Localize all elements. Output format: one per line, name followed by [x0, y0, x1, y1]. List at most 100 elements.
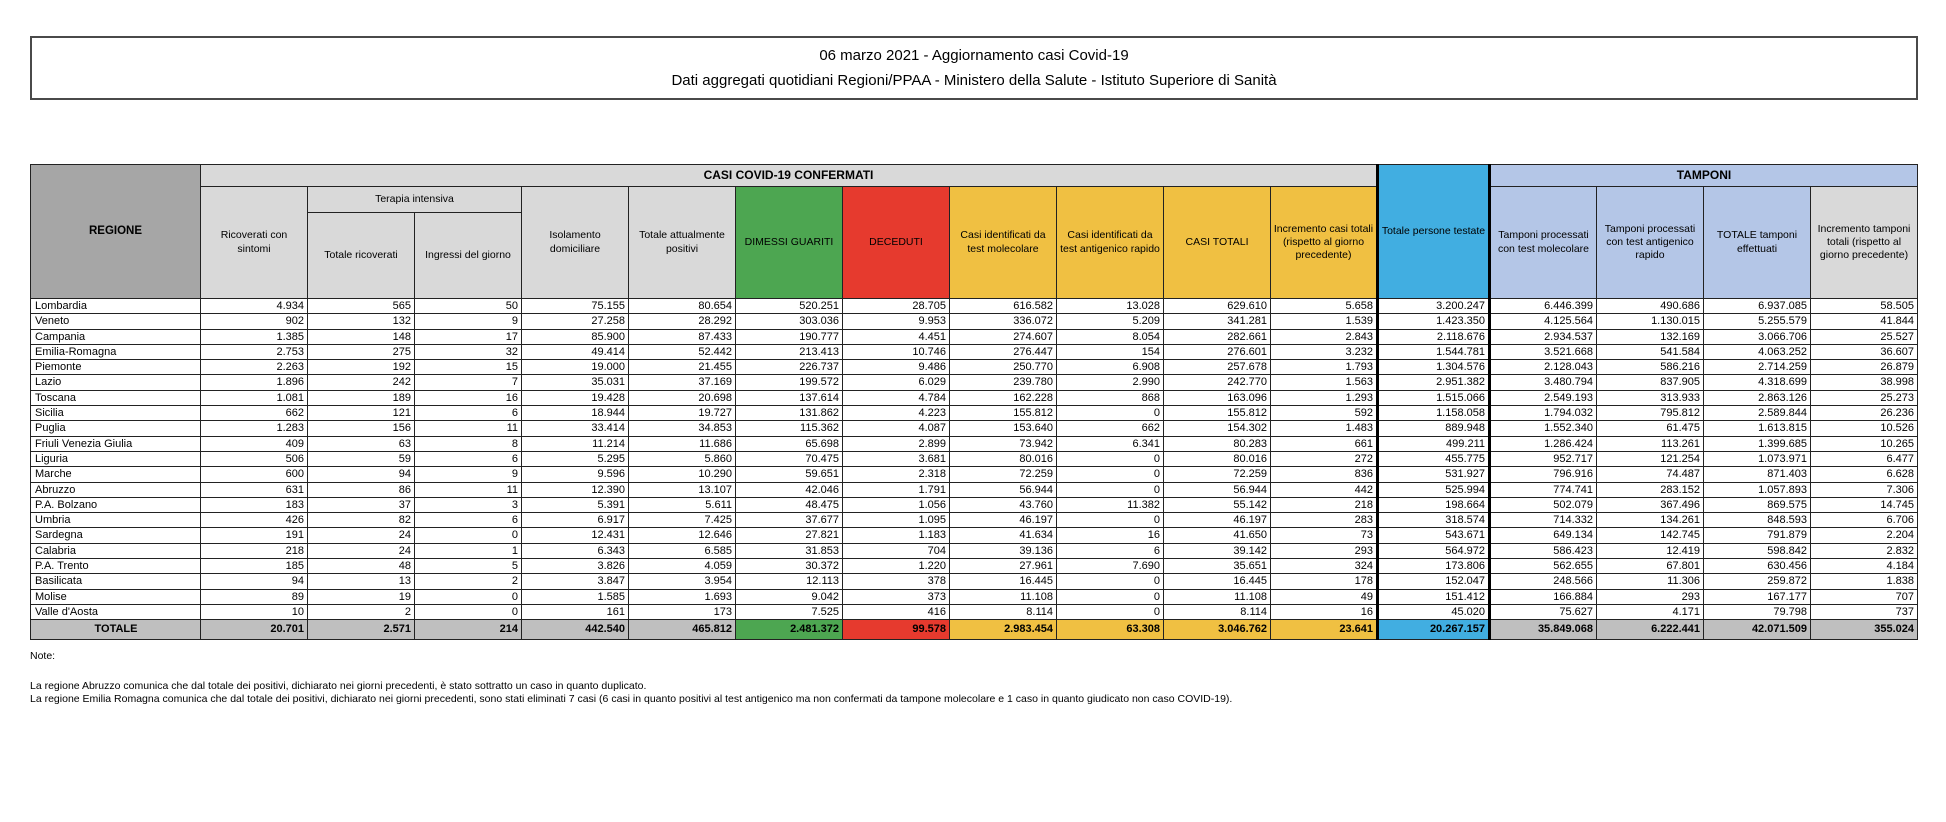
value-cell: 282.661 — [1163, 328, 1271, 345]
value-cell: 868 — [1056, 389, 1164, 407]
value-cell: 499.211 — [1376, 435, 1491, 452]
value-cell: 18.944 — [521, 405, 629, 422]
region-name-cell: Emilia-Romagna — [30, 343, 201, 361]
value-cell: 355.024 — [1810, 619, 1918, 641]
value-cell: 5.209 — [1056, 313, 1164, 330]
value-cell: 0 — [1056, 405, 1164, 422]
value-cell: 543.671 — [1376, 527, 1491, 544]
column-header-totale-ricoverati: Totale ricoverati — [307, 212, 415, 299]
value-cell: 35.849.068 — [1489, 619, 1597, 641]
value-cell: 13.107 — [628, 481, 736, 498]
value-cell: 1.130.015 — [1596, 313, 1704, 330]
region-name-cell: Veneto — [30, 313, 201, 330]
value-cell: 1.544.781 — [1376, 343, 1491, 361]
value-cell: 630.456 — [1703, 558, 1811, 575]
page-subtitle: Dati aggregati quotidiani Regioni/PPAA -… — [671, 72, 1277, 90]
value-cell: 19 — [307, 588, 415, 605]
value-cell: 12.431 — [521, 527, 629, 544]
value-cell: 662 — [200, 405, 308, 422]
value-cell: 714.332 — [1489, 512, 1597, 529]
value-cell: 836 — [1270, 466, 1378, 483]
value-cell: 49.414 — [521, 343, 629, 361]
value-cell: 9.953 — [842, 313, 950, 330]
table-row: Puglia 1.283 156 11 33.414 34.853 115.362 4.087… — [30, 420, 1918, 437]
value-cell: 9 — [414, 466, 522, 483]
value-cell: 6 — [414, 512, 522, 529]
value-cell: 564.972 — [1376, 542, 1491, 560]
value-cell: 132 — [307, 313, 415, 330]
value-cell: 276.447 — [949, 343, 1057, 361]
value-cell: 37.677 — [735, 512, 843, 529]
region-name-cell: Lazio — [30, 374, 201, 391]
value-cell: 79.798 — [1703, 603, 1811, 621]
value-cell: 49 — [1270, 588, 1378, 605]
value-cell: 63.308 — [1056, 619, 1164, 641]
value-cell: 272 — [1270, 450, 1378, 468]
value-cell: 1.283 — [200, 420, 308, 437]
value-cell: 248.566 — [1489, 573, 1597, 590]
value-cell: 455.775 — [1376, 450, 1491, 468]
value-cell: 24 — [307, 542, 415, 560]
value-cell: 952.717 — [1489, 450, 1597, 468]
value-cell: 0 — [1056, 450, 1164, 468]
value-cell: 1.095 — [842, 512, 950, 529]
value-cell: 1.896 — [200, 374, 308, 391]
value-cell: 11.108 — [1163, 588, 1271, 605]
value-cell: 1.220 — [842, 558, 950, 575]
table-row: Veneto 902 132 9 27.258 28.292 303.036 9.953 336… — [30, 313, 1918, 330]
value-cell: 3.847 — [521, 573, 629, 590]
table-row: Campania 1.385 148 17 85.900 87.433 190.777 4.4… — [30, 328, 1918, 345]
value-cell: 73 — [1270, 527, 1378, 544]
value-cell: 283 — [1270, 512, 1378, 529]
region-name-cell: TOTALE — [30, 619, 201, 641]
region-name-cell: Calabria — [30, 542, 201, 560]
group-header-terapia-intensiva: Terapia intensiva — [307, 186, 522, 213]
value-cell: 32 — [414, 343, 522, 361]
value-cell: 80.654 — [628, 297, 736, 315]
value-cell: 6.446.399 — [1489, 297, 1597, 315]
value-cell: 416 — [842, 603, 950, 621]
value-cell: 7.690 — [1056, 558, 1164, 575]
value-cell: 2 — [307, 603, 415, 621]
value-cell: 11 — [414, 420, 522, 437]
value-cell: 1.838 — [1810, 573, 1918, 590]
value-cell: 12.419 — [1596, 542, 1704, 560]
value-cell: 0 — [1056, 588, 1164, 605]
value-cell: 795.812 — [1596, 405, 1704, 422]
region-name-cell: Lombardia — [30, 297, 201, 315]
value-cell: 586.216 — [1596, 359, 1704, 376]
group-header-tamponi: TAMPONI — [1489, 164, 1918, 187]
column-header-casi-antigenico: Casi identificati da test antigenico rap… — [1056, 186, 1164, 299]
value-cell: 28.292 — [628, 313, 736, 330]
value-cell: 2.983.454 — [949, 619, 1057, 641]
value-cell: 42.046 — [735, 481, 843, 498]
value-cell: 154.302 — [1163, 420, 1271, 437]
value-cell: 318.574 — [1376, 512, 1491, 529]
value-cell: 313.933 — [1596, 389, 1704, 407]
value-cell: 378 — [842, 573, 950, 590]
column-header-ricoverati-sintomi: Ricoverati con sintomi — [200, 186, 308, 299]
value-cell: 0 — [1056, 573, 1164, 590]
value-cell: 6 — [414, 450, 522, 468]
region-name-cell: Piemonte — [30, 359, 201, 376]
value-cell: 3.200.247 — [1376, 297, 1491, 315]
value-cell: 48.475 — [735, 496, 843, 514]
value-cell: 598.842 — [1703, 542, 1811, 560]
table-row: Sicilia 662 121 6 18.944 19.727 131.862 4.223 15… — [30, 405, 1918, 422]
region-name-cell: Marche — [30, 466, 201, 483]
value-cell: 162.228 — [949, 389, 1057, 407]
value-cell: 3 — [414, 496, 522, 514]
region-name-cell: Puglia — [30, 420, 201, 437]
value-cell: 131.862 — [735, 405, 843, 422]
value-cell: 704 — [842, 542, 950, 560]
value-cell: 9.042 — [735, 588, 843, 605]
value-cell: 373 — [842, 588, 950, 605]
table-header: REGIONE CASI COVID-19 CONFERMATI Totale … — [30, 164, 1918, 299]
value-cell: 1.693 — [628, 588, 736, 605]
value-cell: 592 — [1270, 405, 1378, 422]
value-cell: 442 — [1270, 481, 1378, 498]
value-cell: 6.341 — [1056, 435, 1164, 452]
value-cell: 737 — [1810, 603, 1918, 621]
value-cell: 1.385 — [200, 328, 308, 345]
value-cell: 58.505 — [1810, 297, 1918, 315]
